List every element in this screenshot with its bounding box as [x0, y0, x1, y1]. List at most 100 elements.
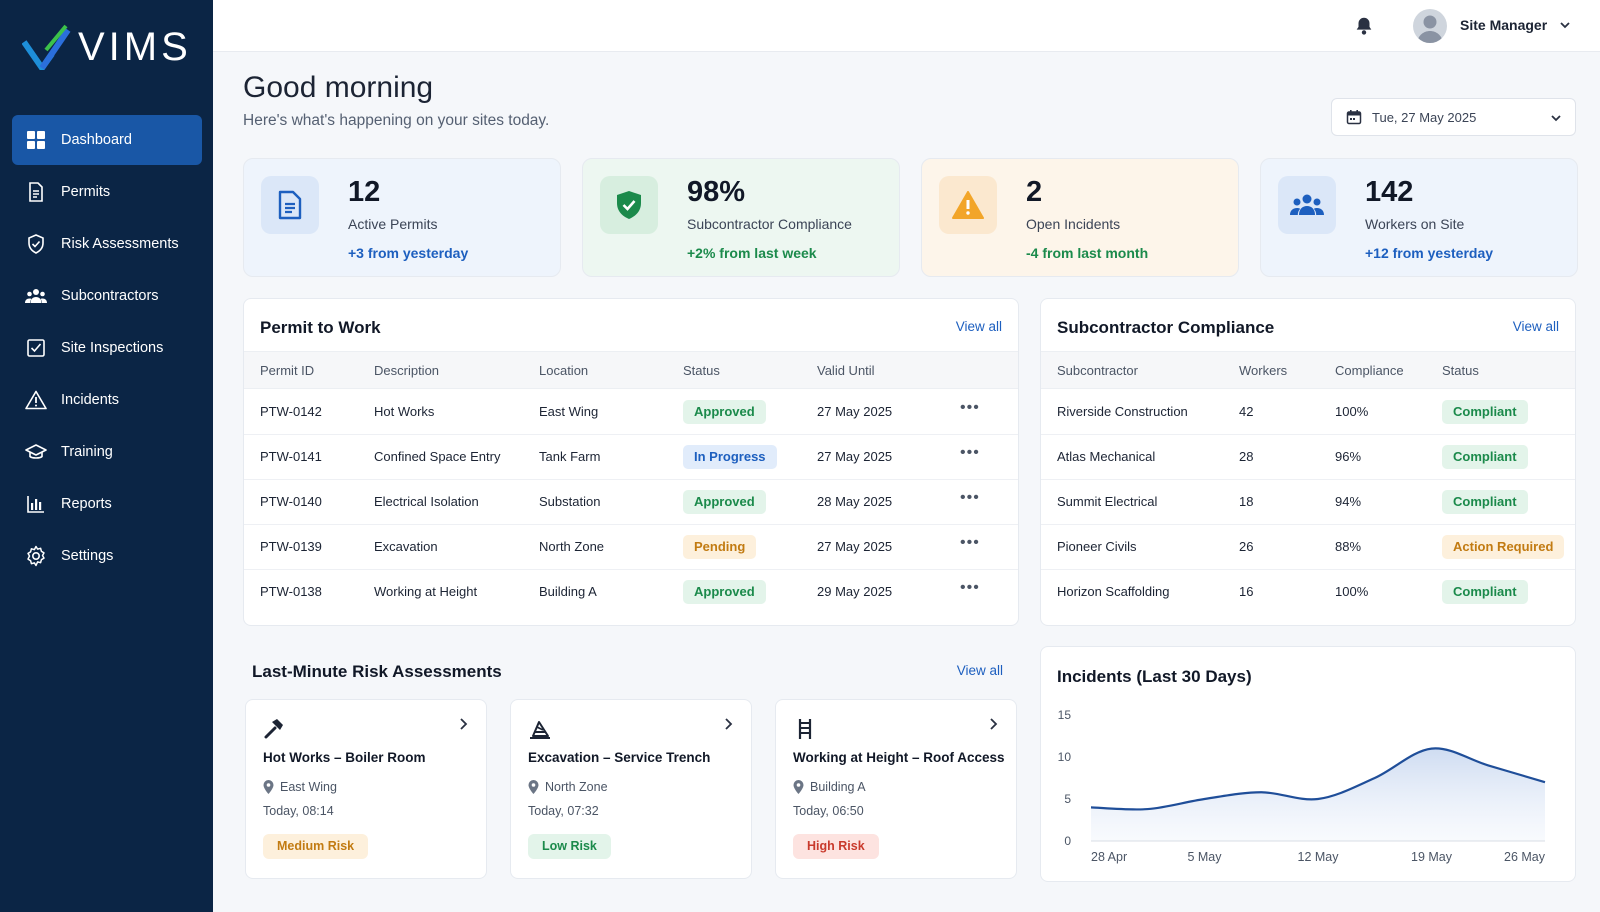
- table-row[interactable]: Horizon Scaffolding 16 100% Compliant: [1041, 570, 1575, 615]
- permit-location: East Wing: [539, 404, 599, 419]
- permit-id: PTW-0139: [260, 539, 322, 554]
- status-badge: Action Required: [1442, 535, 1565, 559]
- stat-label: Workers on Site: [1365, 216, 1465, 232]
- logo[interactable]: VIMS: [22, 22, 192, 72]
- table-row[interactable]: PTW-0139 Excavation North Zone Pending 27 Ma…: [244, 525, 1018, 570]
- incident-chart-card: Incidents (Last 30 Days) 0 5 10 15 28 Apr 5 M…: [1040, 646, 1576, 882]
- subcontractor-name: Horizon Scaffolding: [1057, 584, 1170, 599]
- stat-label: Subcontractor Compliance: [687, 216, 852, 232]
- stat-label: Open Incidents: [1026, 216, 1121, 232]
- page-subtitle: Here's what's happening on your sites to…: [243, 112, 550, 129]
- permit-card: Permit to Work View all Permit ID Descrip…: [243, 298, 1019, 626]
- permit-id: PTW-0142: [260, 404, 322, 419]
- more-options-icon[interactable]: •••: [960, 444, 980, 461]
- table-row[interactable]: PTW-0142 Hot Works East Wing Approved 27 May…: [244, 390, 1018, 435]
- subcontractor-workers: 16: [1239, 584, 1254, 599]
- y-tick-label: 15: [1058, 708, 1072, 722]
- sidebar-item-risk-assessments[interactable]: Risk Assessments: [12, 219, 202, 269]
- status-badge: Compliant: [1442, 445, 1528, 469]
- table-row[interactable]: Pioneer Civils 26 88% Action Required: [1041, 525, 1575, 570]
- risk-level-badge: High Risk: [793, 834, 879, 859]
- more-options-icon[interactable]: •••: [960, 579, 980, 596]
- y-tick-label: 10: [1058, 750, 1072, 764]
- table-row[interactable]: PTW-0141 Confined Space Entry Tank Farm In …: [244, 435, 1018, 480]
- stat-card[interactable]: 2 Open Incidents -4 from last month: [921, 158, 1239, 277]
- view-all-link[interactable]: View all: [955, 319, 1002, 334]
- date-selector[interactable]: Tue, 27 May 2025: [1331, 98, 1576, 136]
- warning-icon: [939, 176, 997, 234]
- location-text: North Zone: [545, 780, 608, 794]
- user-name[interactable]: Site Manager: [1460, 17, 1548, 33]
- risk-level-badge: Low Risk: [528, 834, 611, 859]
- sidebar-item-site-inspections[interactable]: Site Inspections: [12, 323, 202, 373]
- risk-assessment-card[interactable]: Working at Height – Roof Access Building …: [775, 699, 1017, 879]
- table-row[interactable]: Summit Electrical 18 94% Compliant: [1041, 480, 1575, 525]
- ladder-icon: [793, 717, 817, 741]
- risk-assessment-time: Today, 07:32: [528, 804, 599, 818]
- stat-card[interactable]: 12 Active Permits +3 from yesterday: [243, 158, 561, 277]
- risk-assessment-card[interactable]: Excavation – Service Trench North Zone Tod…: [510, 699, 752, 879]
- shield-check-icon: [600, 176, 658, 234]
- stat-change: +2% from last week: [687, 245, 817, 261]
- status-badge: Compliant: [1442, 580, 1528, 604]
- logo-check-icon: [22, 24, 71, 70]
- stat-card[interactable]: 98% Subcontractor Compliance +2% from last…: [582, 158, 900, 277]
- x-tick-label: 12 May: [1298, 850, 1340, 864]
- chevron-right-icon[interactable]: [986, 717, 1000, 731]
- risk-assessment-location: North Zone: [528, 780, 608, 794]
- table-row[interactable]: Riverside Construction 42 100% Compliant: [1041, 390, 1575, 435]
- status-badge: Approved: [683, 490, 766, 514]
- column-header: Location: [539, 363, 589, 378]
- view-all-link[interactable]: View all: [956, 663, 1003, 678]
- permit-id: PTW-0138: [260, 584, 322, 599]
- location-pin-icon: [528, 780, 539, 794]
- sidebar-item-permits[interactable]: Permits: [12, 167, 202, 217]
- card-title: Subcontractor Compliance: [1057, 318, 1275, 337]
- subcontractor-name: Riverside Construction: [1057, 404, 1188, 419]
- subcontractor-workers: 18: [1239, 494, 1254, 509]
- sidebar-item-training[interactable]: Training: [12, 427, 202, 477]
- subcontractor-compliance: 96%: [1335, 449, 1362, 464]
- chevron-right-icon[interactable]: [721, 717, 735, 731]
- table-row[interactable]: Atlas Mechanical 28 96% Compliant: [1041, 435, 1575, 480]
- sidebar-item-label: Subcontractors: [61, 288, 159, 304]
- permit-location: Building A: [539, 584, 597, 599]
- subcontractor-compliance: 94%: [1335, 494, 1362, 509]
- table-row[interactable]: PTW-0140 Electrical Isolation Substation Ap…: [244, 480, 1018, 525]
- column-header: Subcontractor: [1057, 363, 1138, 378]
- permit-location: Tank Farm: [539, 449, 601, 464]
- more-options-icon[interactable]: •••: [960, 399, 980, 416]
- sidebar-item-dashboard[interactable]: Dashboard: [12, 115, 202, 165]
- permit-location: Substation: [539, 494, 601, 509]
- more-options-icon[interactable]: •••: [960, 489, 980, 506]
- sidebar-item-reports[interactable]: Reports: [12, 479, 202, 529]
- chevron-right-icon[interactable]: [456, 717, 470, 731]
- sidebar-item-label: Reports: [61, 496, 112, 512]
- table-row[interactable]: PTW-0138 Working at Height Building A Appro…: [244, 570, 1018, 615]
- risk-assessment-card[interactable]: Hot Works – Boiler Room East Wing Today, 0…: [245, 699, 487, 879]
- calendar-icon: [1346, 110, 1362, 125]
- sidebar-item-settings[interactable]: Settings: [12, 531, 202, 581]
- sidebar-item-label: Site Inspections: [61, 340, 164, 356]
- chart-title: Incidents (Last 30 Days): [1057, 667, 1252, 686]
- more-options-icon[interactable]: •••: [960, 534, 980, 551]
- view-all-link[interactable]: View all: [1512, 319, 1559, 334]
- column-header: Permit ID: [260, 363, 315, 378]
- avatar[interactable]: [1413, 9, 1447, 43]
- sidebar-item-label: Settings: [61, 548, 114, 564]
- sidebar: VIMS Dashboard Permits Risk Assessments Sub…: [0, 0, 213, 912]
- excavator-icon: [528, 717, 552, 741]
- bell-icon[interactable]: [1353, 15, 1375, 37]
- sidebar-item-subcontractors[interactable]: Subcontractors: [12, 271, 202, 321]
- bar-chart-icon: [25, 493, 47, 515]
- risk-assessment-title: Hot Works – Boiler Room: [263, 750, 426, 765]
- risk-assessment-title: Working at Height – Roof Access: [793, 750, 1005, 765]
- stat-value: 2: [1026, 176, 1043, 208]
- chevron-down-icon[interactable]: [1558, 18, 1572, 32]
- sidebar-item-incidents[interactable]: Incidents: [12, 375, 202, 425]
- stat-card[interactable]: 142 Workers on Site +12 from yesterday: [1260, 158, 1578, 277]
- permit-id: PTW-0140: [260, 494, 322, 509]
- subcontractor-workers: 28: [1239, 449, 1254, 464]
- risk-assessment-location: East Wing: [263, 780, 337, 794]
- sidebar-nav: Dashboard Permits Risk Assessments Subcontr…: [12, 115, 202, 583]
